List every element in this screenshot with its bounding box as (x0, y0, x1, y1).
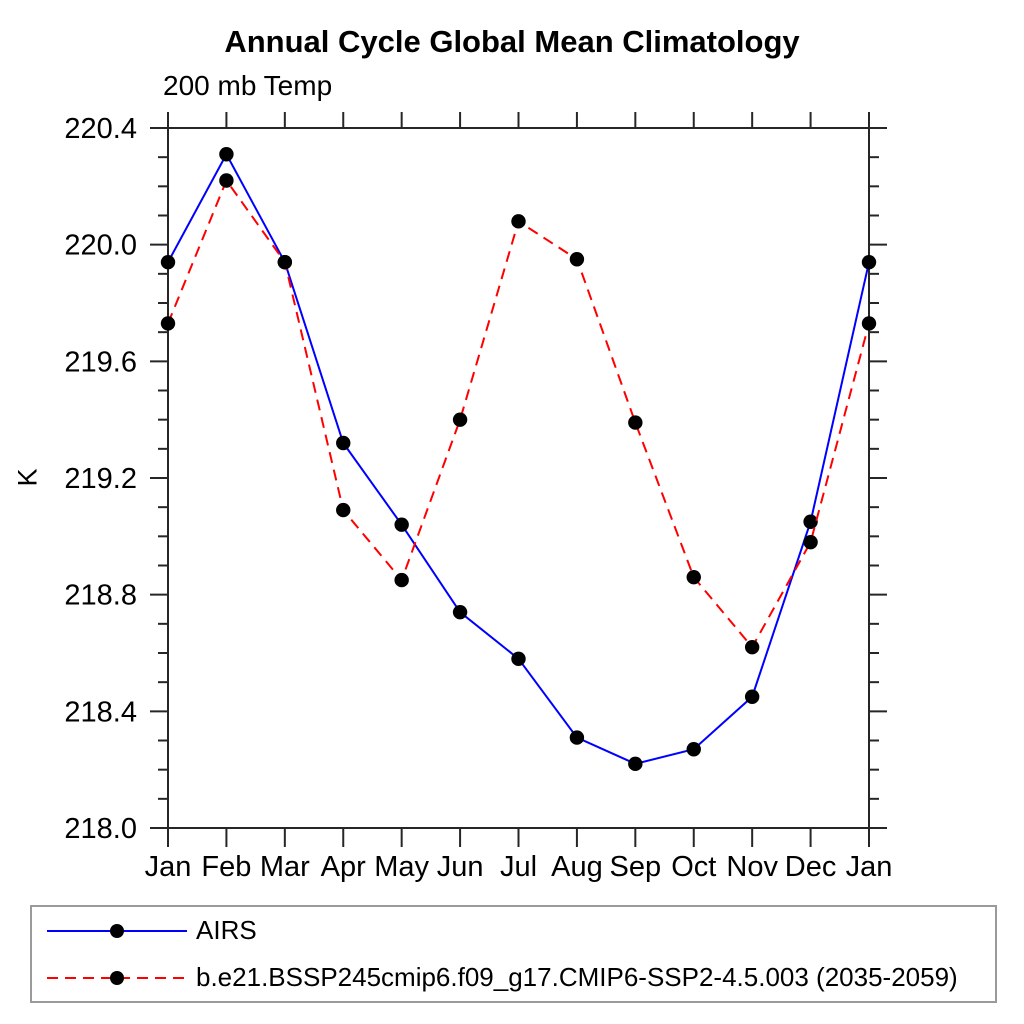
x-tick-label: Sep (610, 851, 662, 883)
y-tick-label: 218.8 (64, 580, 137, 612)
data-point (628, 756, 643, 772)
y-tick-label: 219.6 (64, 346, 137, 378)
legend-box: AIRS b.e21.BSSP245cmip6.f09_g17.CMIP6-SS… (30, 905, 997, 1003)
chart-subtitle: 200 mb Temp (163, 70, 333, 101)
data-point (394, 572, 409, 588)
data-point (394, 517, 409, 532)
x-tick-label: Jun (437, 851, 484, 883)
data-point (336, 502, 351, 518)
y-tick-label: 218.0 (64, 813, 137, 845)
data-point (452, 604, 468, 620)
x-tick-label: Mar (260, 851, 310, 883)
data-point (744, 639, 760, 655)
y-tick-label: 219.2 (64, 463, 137, 495)
chart-title: Annual Cycle Global Mean Climatology (224, 24, 800, 59)
data-point (803, 514, 818, 529)
series-1-line (167, 178, 870, 649)
legend-label-model: b.e21.BSSP245cmip6.f09_g17.CMIP6-SSP2-4.… (196, 962, 958, 992)
plot-frame (167, 127, 870, 829)
y-axis-minor-ticks (158, 156, 879, 800)
y-tick-label: 220.4 (64, 113, 137, 145)
x-tick-label: May (374, 851, 429, 883)
data-point (277, 254, 293, 270)
x-tick-label: Jan (145, 851, 192, 883)
data-point (219, 173, 234, 188)
data-point (160, 254, 176, 270)
x-tick-label: Jul (500, 851, 537, 883)
data-point (686, 569, 701, 585)
x-tick-label: Apr (321, 851, 366, 883)
legend-label-airs: AIRS (196, 915, 257, 945)
y-axis: 218.0 218.4 218.8 219.2 219.6 220.0 220.4 (64, 113, 887, 845)
x-tick-label: Dec (785, 851, 837, 883)
x-axis: Jan Feb Mar Apr May Jun Jul Aug Sep Oct Nov Dec Jan (145, 112, 893, 883)
legend-line-sample-airs (47, 923, 187, 938)
data-point (160, 316, 176, 331)
y-tick-label: 218.4 (64, 696, 137, 728)
data-point (628, 415, 643, 430)
data-point (861, 254, 877, 270)
data-point (569, 252, 585, 267)
legend-item-airs: AIRS (32, 907, 995, 954)
data-point (744, 689, 760, 704)
data-point (569, 730, 585, 745)
data-point (452, 412, 468, 427)
series-1-markers (160, 173, 877, 655)
legend-item-model: b.e21.BSSP245cmip6.f09_g17.CMIP6-SSP2-4.… (32, 954, 995, 1001)
data-point (686, 742, 701, 757)
x-tick-label: Aug (551, 851, 603, 883)
data-point (861, 316, 877, 331)
x-tick-label: Jan (846, 851, 893, 883)
series-0-markers (160, 147, 877, 772)
legend-line-sample-model (47, 970, 187, 985)
data-point (803, 534, 818, 550)
x-tick-label: Oct (671, 851, 716, 883)
data-point (219, 147, 234, 162)
data-point (511, 651, 526, 667)
data-point (336, 435, 351, 451)
y-tick-label: 220.0 (64, 230, 137, 262)
x-tick-label: Nov (726, 851, 778, 883)
x-tick-label: Feb (201, 851, 251, 883)
data-point (511, 214, 526, 229)
